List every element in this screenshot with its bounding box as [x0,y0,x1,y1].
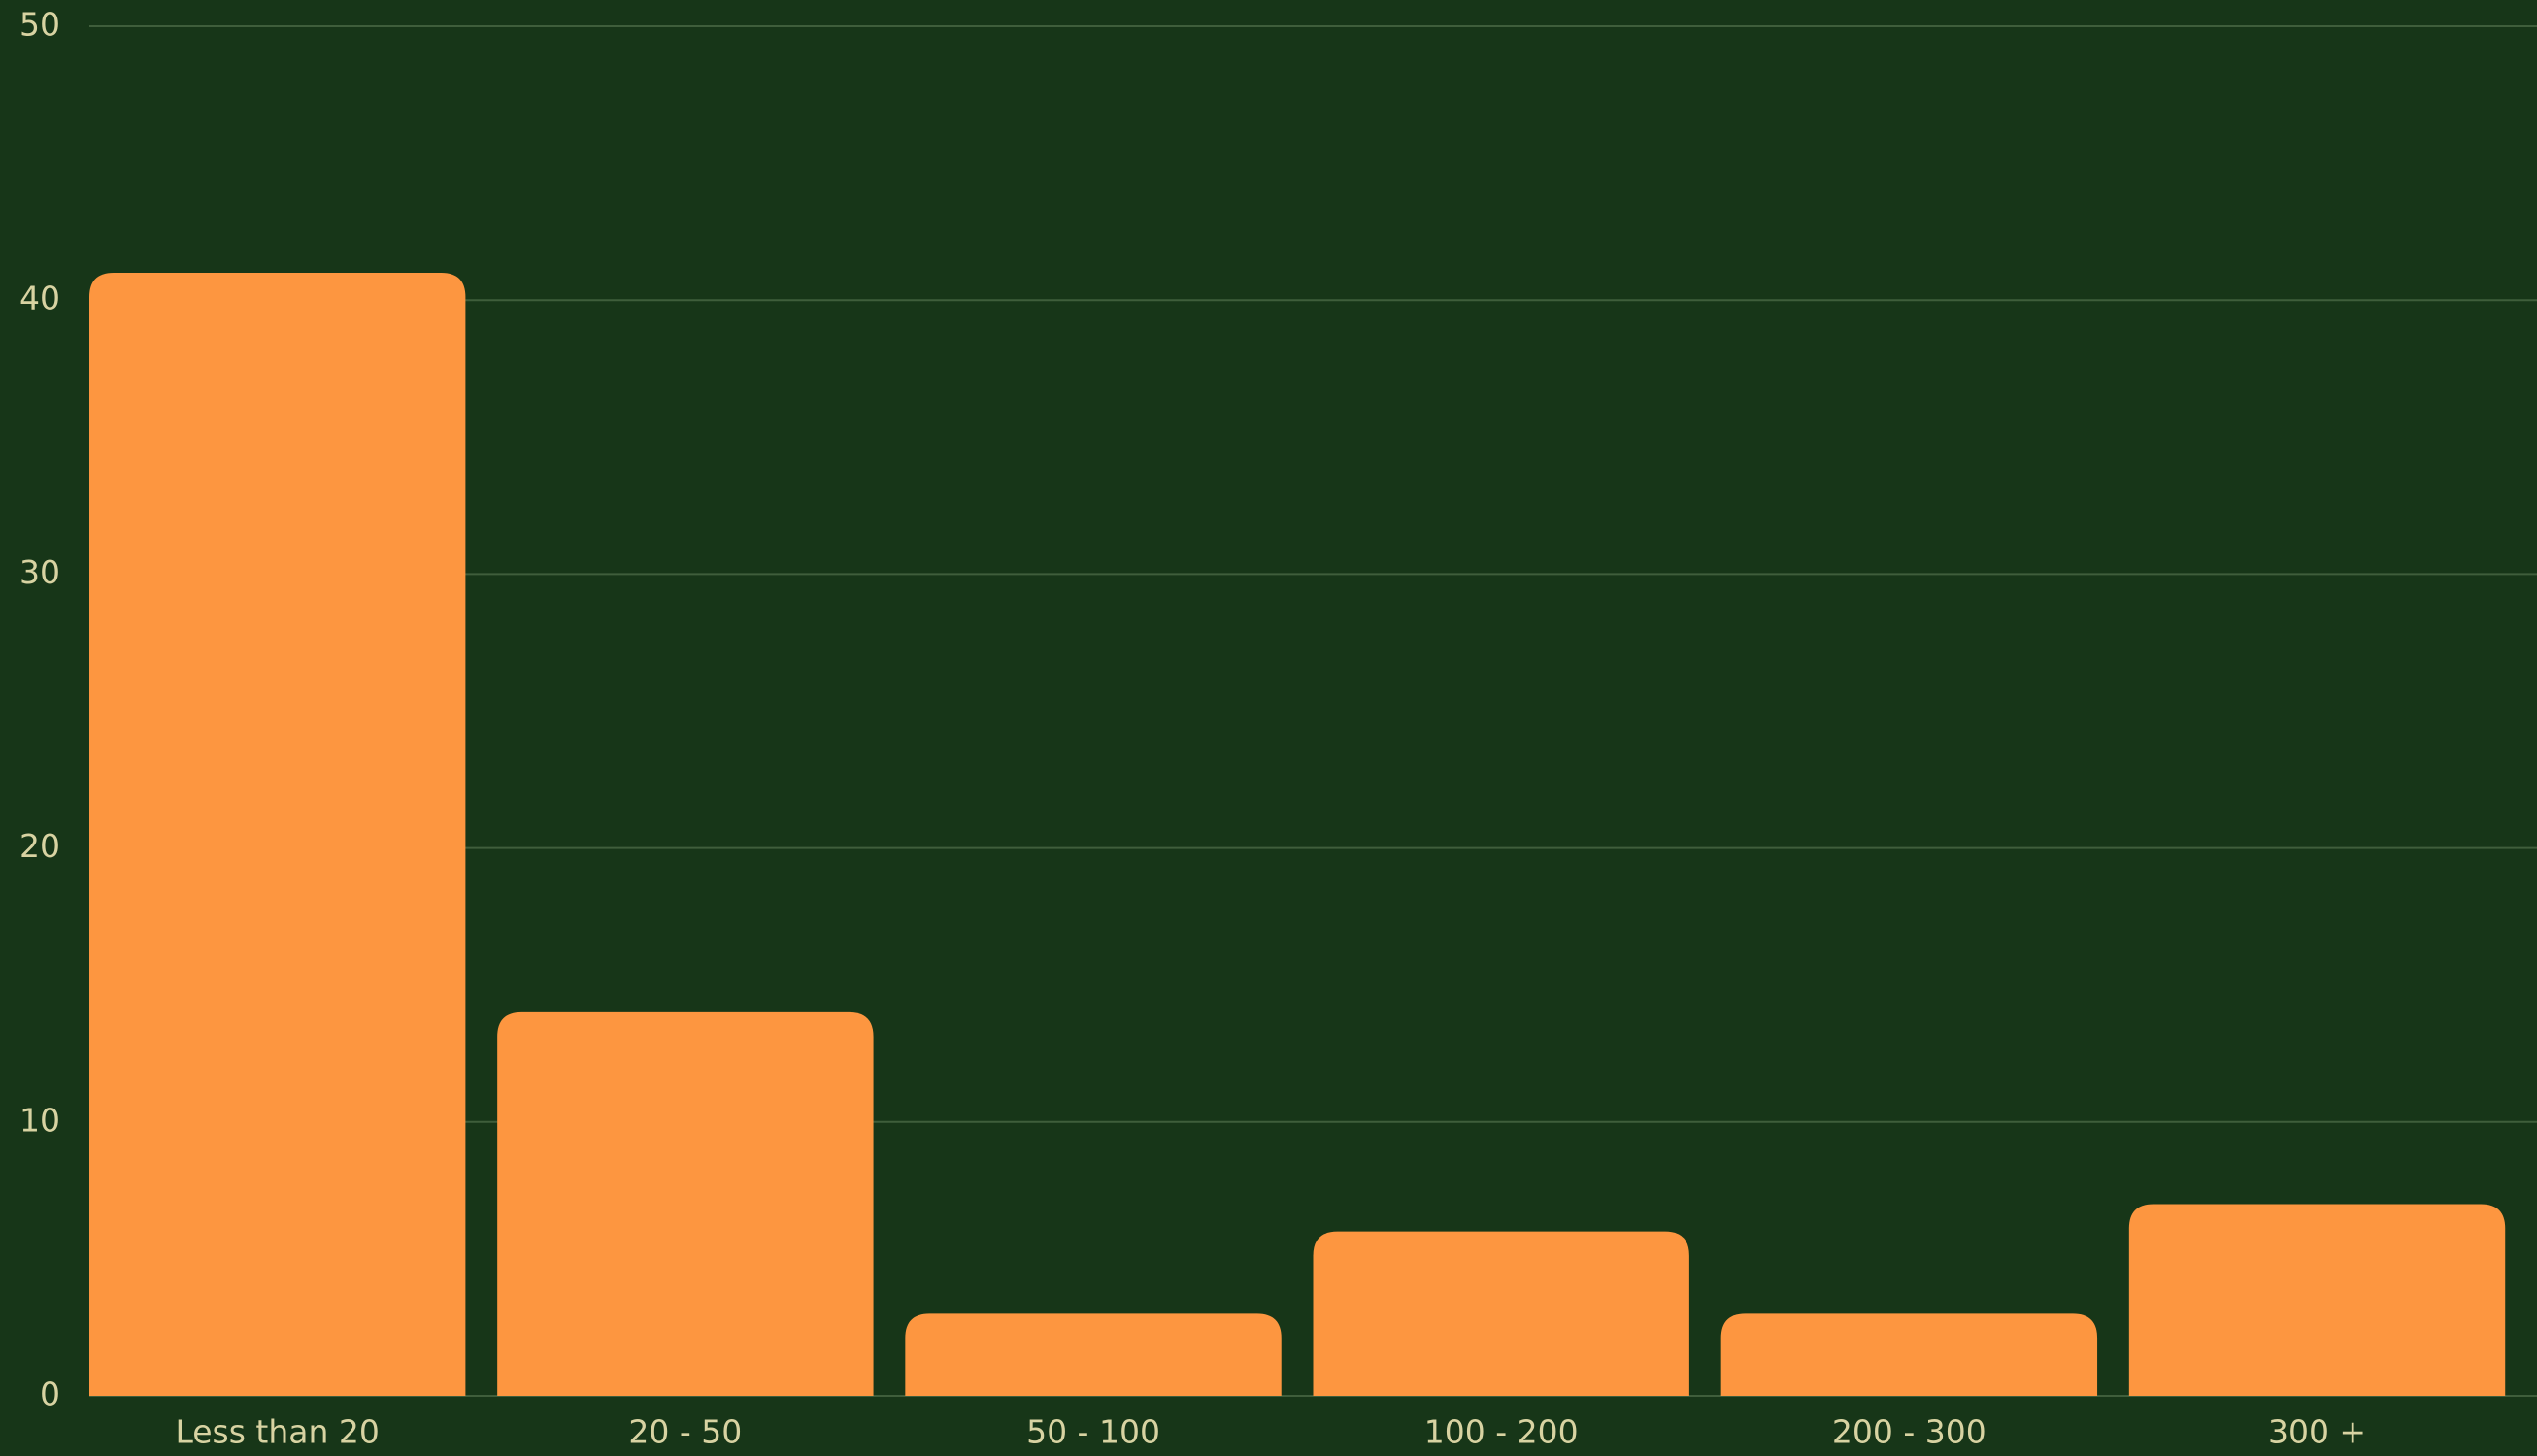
x-tick-label: 200 - 300 [1832,1413,1986,1451]
y-tick-label: 30 [19,553,60,591]
x-tick-label: 50 - 100 [1026,1413,1160,1451]
bar [1720,1313,2098,1396]
y-tick-label: 0 [40,1375,60,1413]
bar [905,1313,1282,1396]
y-tick-label: 50 [19,6,60,44]
bar [497,1011,874,1396]
x-tick-label: Less than 20 [175,1413,379,1451]
bar [2128,1204,2506,1396]
y-tick-label: 40 [19,280,60,317]
y-tick-label: 10 [19,1101,60,1139]
y-tick-label: 20 [19,827,60,865]
x-tick-label: 100 - 200 [1424,1413,1579,1451]
x-tick-label: 300 + [2268,1413,2366,1451]
bar [89,272,466,1397]
bar [1313,1231,1689,1396]
x-tick-label: 20 - 50 [628,1413,742,1451]
